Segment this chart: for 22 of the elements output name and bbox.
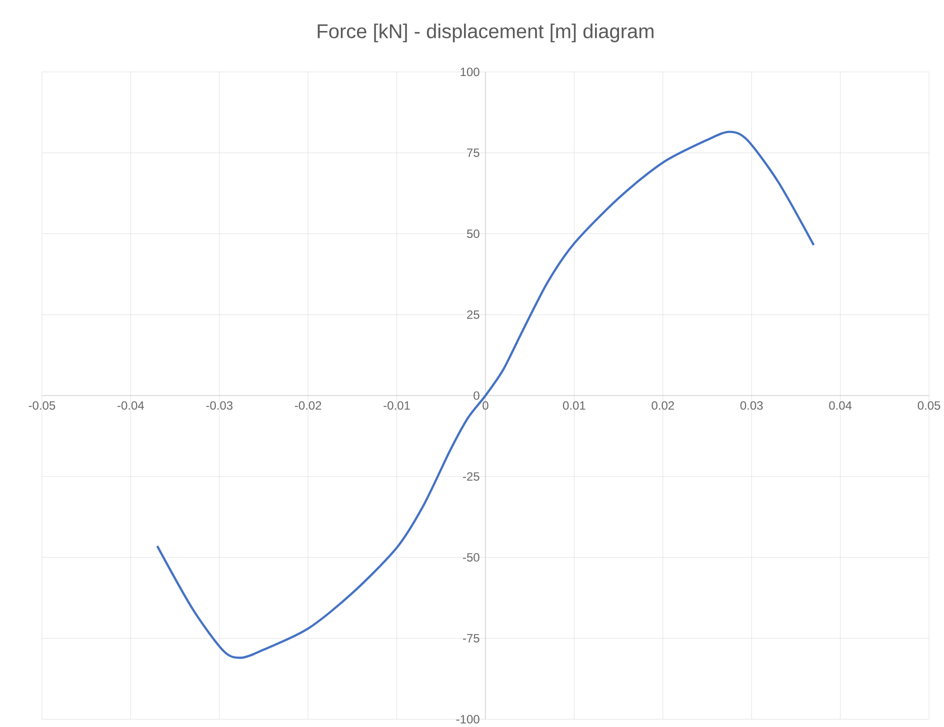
y-tick-label: 25: [467, 310, 480, 319]
x-tick-label: 0: [482, 401, 488, 410]
y-tick-label: 50: [466, 230, 480, 238]
x-tick-label: 0.02: [652, 401, 674, 410]
x-tick-label: 0.05: [918, 401, 940, 410]
x-tick-label: 0.04: [829, 401, 852, 410]
y-tick-label: 0: [474, 391, 480, 400]
y-tick-label: 100: [460, 68, 480, 76]
x-tick-label: -0.02: [294, 401, 322, 410]
y-tick-label: -25: [463, 472, 480, 481]
x-tick-label: -0.03: [206, 401, 233, 410]
chart-title: Force [kN] - displacement [m] diagram: [318, 24, 654, 42]
y-tick-label: -100: [456, 715, 480, 724]
x-tick-label: -0.01: [384, 401, 410, 410]
x-tick-label: -0.05: [28, 401, 56, 410]
y-tick-label: -50: [463, 553, 480, 562]
line-series: [156, 130, 815, 659]
x-tick-label: 0.01: [562, 401, 586, 410]
y-tick-label: -75: [463, 634, 480, 643]
x-tick-label: 0.03: [740, 401, 763, 410]
y-tick-label: 75: [467, 148, 480, 158]
x-tick-label: -0.04: [118, 401, 144, 410]
